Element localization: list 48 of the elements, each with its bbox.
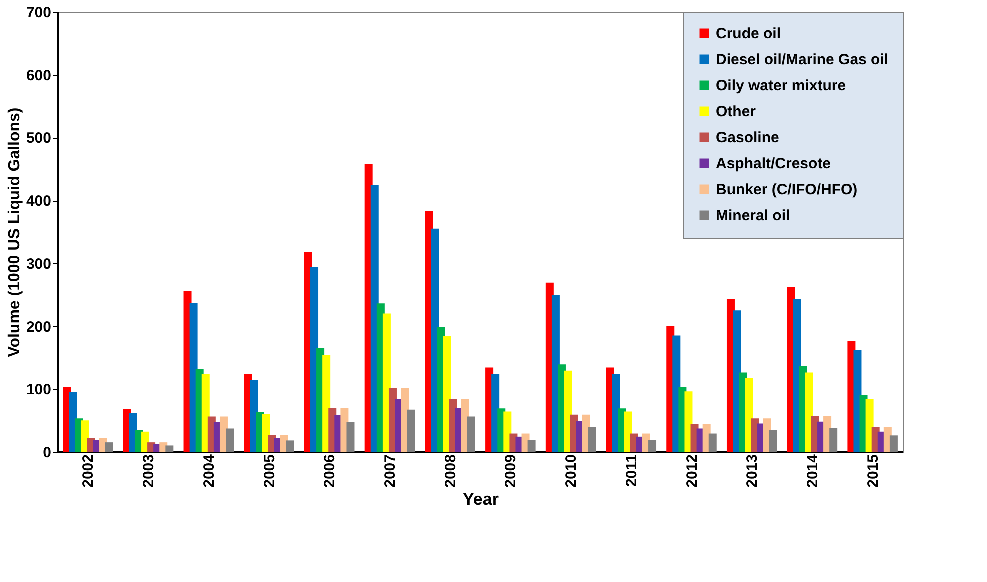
legend-label: Diesel oil/Marine Gas oil xyxy=(716,52,889,68)
x-tick-label: 2009 xyxy=(502,454,520,488)
legend-label: Gasoline xyxy=(716,130,780,146)
x-tick-label: 2011 xyxy=(623,454,640,488)
x-tick-label: 2006 xyxy=(322,454,339,488)
y-tick-label: 300 xyxy=(26,256,52,273)
x-axis-title: Year xyxy=(463,490,500,509)
bar xyxy=(588,427,596,452)
legend-label: Asphalt/Cresote xyxy=(716,156,832,172)
bar xyxy=(286,440,294,452)
y-tick-label: 500 xyxy=(26,130,52,148)
bar xyxy=(684,392,693,452)
bar xyxy=(890,436,898,452)
bar xyxy=(528,440,536,452)
y-tick-label: 200 xyxy=(26,318,52,336)
bar xyxy=(346,422,355,452)
x-tick-label: 2007 xyxy=(382,454,399,488)
x-tick-label: 2013 xyxy=(744,454,762,488)
legend-label: Mineral oil xyxy=(716,208,790,224)
y-tick-label: 700 xyxy=(26,4,52,22)
x-tick-label: 2008 xyxy=(442,454,460,488)
x-tick-label: 2003 xyxy=(140,454,158,488)
x-tick-label: 2014 xyxy=(804,454,822,488)
bar xyxy=(830,428,838,452)
x-tick-label: 2002 xyxy=(80,454,98,488)
x-tick-label: 2015 xyxy=(864,454,882,488)
bar xyxy=(769,430,778,452)
legend-label: Oily water mixture xyxy=(716,78,846,94)
x-tick-label: 2012 xyxy=(684,454,701,488)
x-tick-label: 2004 xyxy=(200,454,218,488)
y-tick-label: 600 xyxy=(26,67,52,84)
bar xyxy=(226,428,234,452)
bar xyxy=(262,414,270,452)
x-tick-label: 2005 xyxy=(261,454,278,488)
y-axis-title: Volume (1000 US Liquid Gallons) xyxy=(6,108,24,358)
legend-label: Crude oil xyxy=(716,26,782,42)
bar xyxy=(166,446,174,452)
bar xyxy=(708,434,717,452)
y-tick-label: 0 xyxy=(43,444,52,462)
legend-label: Other xyxy=(716,104,756,120)
bar xyxy=(407,410,416,452)
bar xyxy=(105,442,114,452)
y-tick-label: 100 xyxy=(26,382,52,399)
x-tick-label: 2010 xyxy=(563,454,580,488)
legend-label: Bunker (C/IFO/HFO) xyxy=(716,182,858,198)
bar xyxy=(467,416,476,452)
y-tick-label: 400 xyxy=(26,193,52,210)
bar xyxy=(648,440,657,452)
